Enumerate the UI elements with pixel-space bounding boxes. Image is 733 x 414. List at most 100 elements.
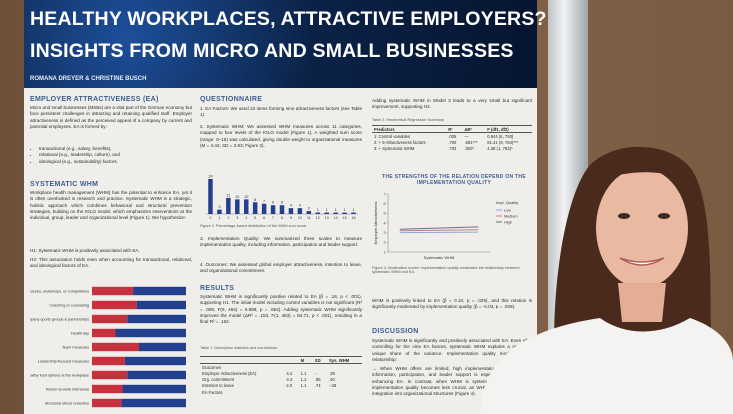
header-row: M SD Sys. WHM xyxy=(200,355,362,365)
poster-header: HEALTHY WORKPLACES, ATTRACTIVE EMPLOYERS… xyxy=(24,0,546,88)
table-cell: 3.4 xyxy=(286,377,293,383)
y-tick-label: 5 xyxy=(384,212,386,216)
paragraph: → When WHM offers are limited, high impl… xyxy=(372,366,532,397)
section-heading: SYSTEMATIC WHM xyxy=(30,181,99,188)
data-label: 1 xyxy=(335,208,337,212)
y-axis-label: Employer Attractiveness xyxy=(373,202,378,245)
bar-segment xyxy=(127,370,186,380)
chart-heading: THE STRENGTHS OF THE RELATION DEPEND ON … xyxy=(382,174,526,186)
bar xyxy=(217,209,222,214)
bar xyxy=(261,203,267,214)
bar xyxy=(270,205,276,214)
caption: Table 2. Hierarchical Regression Summary xyxy=(372,118,444,122)
face xyxy=(596,168,688,288)
line-series xyxy=(399,229,479,232)
bar-segment xyxy=(122,384,186,394)
x-tick-label: 13 xyxy=(325,216,329,220)
bar-segment xyxy=(92,300,137,310)
line-series xyxy=(399,226,479,230)
bullet: ideological (e.g., sustainability) facto… xyxy=(39,159,192,165)
bar-segment xyxy=(92,328,116,338)
data-label: 11 xyxy=(226,193,230,197)
caption: Figure 4. Moderation model: Implementati… xyxy=(372,266,520,274)
table-row: Org. commitment 3.4 1.2 .86 .40 xyxy=(200,377,362,383)
header-cell: R² xyxy=(446,124,463,134)
table-cell: .39 xyxy=(328,370,335,376)
table-cell: 1.2 xyxy=(300,377,307,383)
bar xyxy=(306,211,312,214)
table-row: 2: + 9 Attractiveness factors .700 .681***… xyxy=(372,139,532,145)
y-tick-label: 6 xyxy=(384,202,386,206)
bar-segment xyxy=(136,300,186,310)
section-heading: QUESTIONNAIRE xyxy=(200,96,263,103)
x-tick-label: 8 xyxy=(281,216,283,220)
paragraph: Systematic WHM is significantly and posi… xyxy=(372,338,532,362)
legend-label: Medium xyxy=(504,214,518,218)
table-cell: 81.41 (9, 784)*** xyxy=(487,139,519,145)
poster: HEALTHY WORKPLACES, ATTRACTIVE EMPLOYERS… xyxy=(24,0,546,414)
paragraph: WHM is positively linked to EA (β = 0.10… xyxy=(372,298,532,310)
y-tick-label: 2 xyxy=(384,241,386,245)
header-row: Predictors R² ΔR² F (df1, df2) xyxy=(372,124,532,134)
data-label: 6 xyxy=(281,201,283,205)
table-cell: .003* xyxy=(464,146,475,152)
y-tick-label: Health day xyxy=(71,332,89,336)
bar xyxy=(226,197,231,214)
x-tick-label: 10 xyxy=(298,216,302,220)
bar-segment xyxy=(92,314,128,324)
table-cell: 1.1 xyxy=(300,370,307,376)
legend-label: Low xyxy=(504,208,511,212)
y-tick-label: Team measures xyxy=(62,346,89,350)
neck xyxy=(618,283,666,322)
bar-segment xyxy=(133,286,186,296)
bar xyxy=(208,178,213,214)
data-label: 1 xyxy=(326,208,328,212)
bar-segment xyxy=(92,286,134,296)
bar-segment xyxy=(139,342,186,352)
table: Predictors R² ΔR² F (df1, df2) 1: Control va… xyxy=(372,124,532,152)
x-axis-label: Systematic WHM xyxy=(424,255,455,260)
data-label: 6 xyxy=(272,201,274,205)
bar xyxy=(342,212,347,214)
bar-segment xyxy=(121,398,186,408)
header-cell xyxy=(200,355,285,365)
x-tick-label: 11 xyxy=(307,216,311,220)
eye xyxy=(618,213,630,219)
data-label: 8 xyxy=(254,198,256,202)
moderation-chart: 1 2 3 4 5 6 7 Systematic WHM Employer Attractive… xyxy=(373,192,518,260)
bar xyxy=(324,212,329,214)
paragraph: 4. Outcomes: We assessed global employer… xyxy=(200,262,362,274)
bar xyxy=(235,199,240,214)
y-tick-label: Return-to-work interviews xyxy=(46,388,89,392)
histogram: 2403111210310485766768494102111121131141… xyxy=(206,174,358,220)
x-tick-label: 15 xyxy=(343,216,347,220)
x-tick-label: 12 xyxy=(316,216,320,220)
bullet: relational (e.g., leadership, culture), … xyxy=(39,152,192,158)
legend-title: Impl. Quality xyxy=(496,200,518,205)
bar xyxy=(252,202,258,214)
data-label: 24 xyxy=(208,174,212,178)
table-cell: .40 xyxy=(328,377,335,383)
table-cell: EA Factors xyxy=(202,389,223,395)
header-cell: M xyxy=(298,355,313,365)
bar xyxy=(297,208,303,214)
bar xyxy=(244,199,249,214)
bar-segment xyxy=(127,314,186,324)
bar-segment xyxy=(92,356,125,366)
bar xyxy=(333,212,338,214)
eye xyxy=(658,213,670,219)
x-tick-label: 1 xyxy=(218,216,220,220)
section-heading: EMPLOYER ATTRACTIVENESS (EA) xyxy=(30,96,159,103)
table-cell: -.28 xyxy=(328,383,337,389)
paragraph: Systematic WHM is significantly positive… xyxy=(200,294,362,325)
section-heading: DISCUSSION xyxy=(372,328,419,335)
y-tick-label: Health courses, lectures, workshops, or … xyxy=(30,290,89,294)
measures-chart: Health courses, lectures, workshops, or … xyxy=(30,286,186,408)
x-tick-label: 3 xyxy=(236,216,238,220)
header-cell: F (df1, df2) xyxy=(485,124,532,134)
data-label: 10 xyxy=(244,195,248,199)
x-tick-label: 6 xyxy=(263,216,265,220)
table-cell: .681*** xyxy=(464,139,478,145)
x-tick-label: 16 xyxy=(352,216,356,220)
